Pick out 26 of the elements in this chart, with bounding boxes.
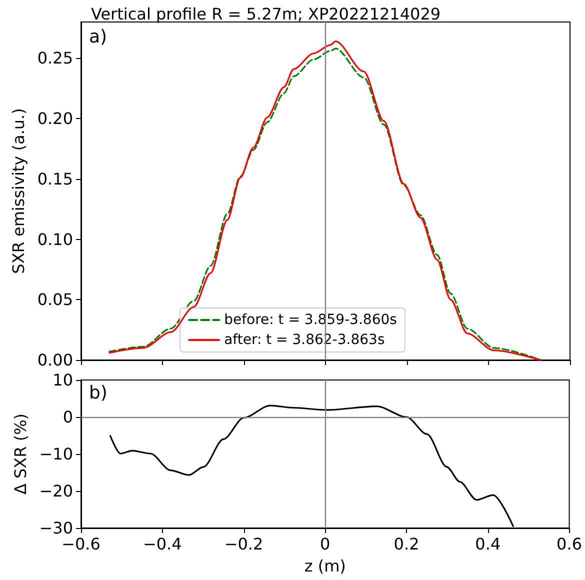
x-tick-label: −0.6 — [62, 534, 100, 554]
y-tick-label: 0.10 — [37, 230, 73, 249]
y-tick-label: −30 — [39, 518, 73, 538]
x-tick-label: 0.2 — [394, 534, 420, 554]
y-tick-label: 0.05 — [37, 290, 73, 310]
annotation: a) — [89, 26, 108, 48]
x-tick-label: 0 — [320, 534, 330, 554]
y-axis-title: SXR emissivity (a.u.) — [8, 108, 28, 274]
y-tick-label: 0 — [62, 408, 73, 426]
y-tick-label: 0.25 — [37, 48, 73, 68]
y-tick-label: 0.15 — [37, 169, 73, 188]
x-tick-label: 0.4 — [475, 534, 501, 554]
y-tick-label: 10 — [52, 370, 73, 390]
legend-label: after: t = 3.862-3.863s — [224, 332, 385, 348]
y-tick-label: −10 — [39, 444, 73, 464]
legend-label: before: t = 3.859-3.860s — [224, 312, 397, 328]
y-axis-title: Δ SXR (%) — [10, 413, 30, 495]
chart-title: Vertical profile R = 5.27m; XP20221214029 — [91, 4, 441, 24]
y-tick-label: 0.20 — [37, 109, 73, 128]
x-axis-title: z (m) — [304, 556, 346, 576]
x-tick-label: −0.4 — [142, 534, 182, 554]
annotation: b) — [89, 382, 108, 404]
y-tick-label: −20 — [39, 482, 73, 500]
x-tick-label: −0.2 — [224, 534, 264, 554]
y-tick-label: 0.00 — [37, 350, 73, 370]
x-tick-label: 0.6 — [556, 534, 582, 554]
